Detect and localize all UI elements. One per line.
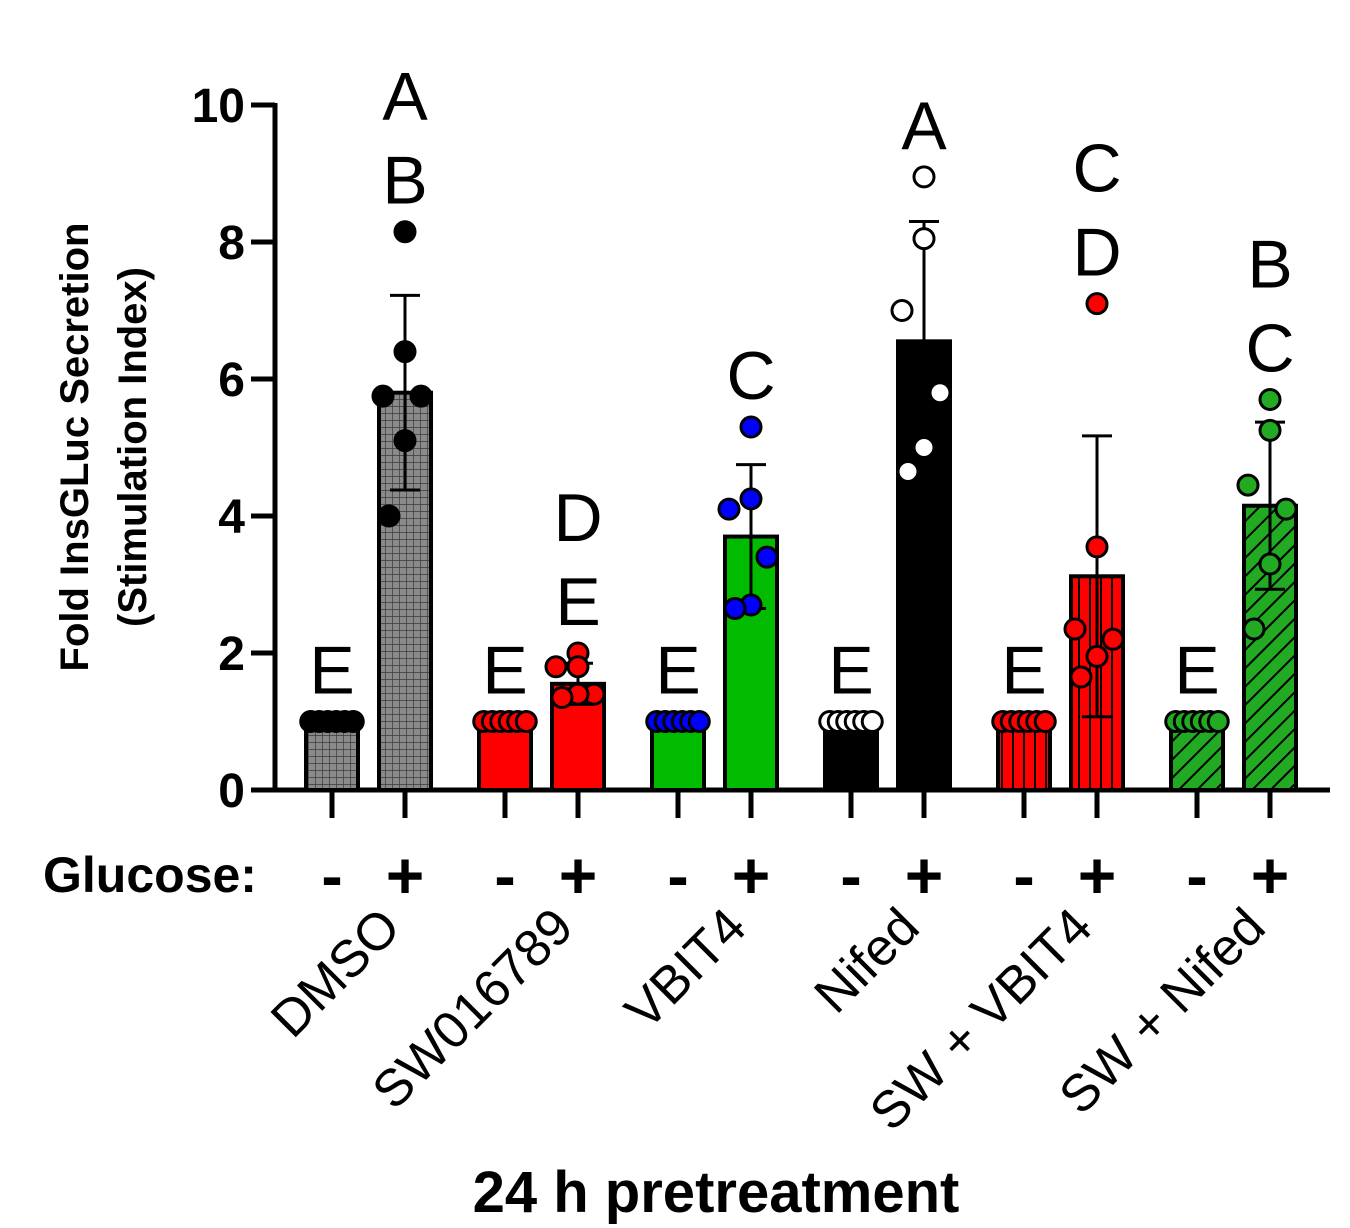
data-point [544,655,568,679]
significance-letter: A [382,59,428,135]
y-axis-label-line1: Fold InsGLuc Secretion [53,223,97,672]
glucose-plus: + [732,838,771,912]
data-point [1274,497,1298,521]
data-point [928,381,952,405]
group-0: E - AB +DMSO [260,59,433,1049]
glucose-plus: + [905,838,944,912]
group-label: VBIT4 [614,897,757,1040]
data-point [341,710,365,733]
plot-area: 0246810E-AB+DMSOE-DE+SW016789E-C+VBIT4E-… [192,59,1330,1142]
data-point [687,710,711,733]
y-tick-label: 0 [218,765,245,818]
data-point [912,227,936,251]
data-point [371,384,395,408]
y-tick-label: 2 [218,628,245,681]
data-point [377,504,401,528]
significance-letter: D [553,480,602,556]
significance-letter: E [309,633,354,709]
significance-letter: A [901,88,947,164]
y-axis-label-line2: (Stimulation Index) [111,267,155,627]
data-point [717,497,741,521]
y-tick-label: 6 [218,354,245,407]
bar-minus [1169,719,1225,792]
data-point [912,165,936,189]
data-point [755,545,779,569]
significance-letter: E [482,633,527,709]
data-point [860,710,884,733]
data-point [1085,535,1109,559]
data-point [1236,473,1260,497]
glucose-minus: - [1013,840,1034,912]
data-point [1206,710,1230,733]
data-point [393,220,417,244]
y-axis-label: Fold InsGLuc Secretion (Stimulation Inde… [53,223,155,672]
data-point [1069,665,1093,689]
y-tick-label: 8 [218,217,245,270]
glucose-minus: - [321,840,342,912]
axes: 0 2 4 6 8 10 [192,80,1330,818]
data-point [566,655,590,679]
glucose-plus: + [559,838,598,912]
significance-letter: E [655,633,700,709]
data-point [912,436,936,459]
significance-letter: B [382,143,427,219]
data-point [1101,627,1125,651]
significance-letter: C [1245,311,1294,387]
data-point [514,710,538,733]
data-point [896,459,920,483]
y-tick-label: 4 [218,491,245,544]
glucose-minus: - [667,840,688,912]
significance-letter: C [1072,131,1121,207]
significance-letter: E [828,633,873,709]
data-point [1085,644,1109,668]
x-axis-title: 24 h pretreatment [473,1160,960,1225]
significance-letter: C [726,338,775,414]
group-3: E - A +Nifed [804,88,952,1024]
data-point [1033,710,1057,733]
data-point [550,686,574,710]
glucose-label: Glucose: [43,847,257,903]
data-point [1258,418,1282,442]
data-point [723,596,747,620]
data-point [1242,617,1266,641]
data-point [393,340,417,364]
data-point [1063,617,1087,641]
glucose-minus: - [840,840,861,912]
data-point [409,384,433,408]
significance-letter: E [555,564,600,640]
data-point [1085,292,1109,316]
group-label: DMSO [260,897,411,1048]
glucose-minus: - [494,840,515,912]
group-2: E - C +VBIT4 [614,338,779,1041]
significance-letter: E [1174,633,1219,709]
bar-minus [477,719,533,792]
data-point [890,299,914,322]
glucose-minus: - [1186,840,1207,912]
significance-letter: D [1072,215,1121,291]
y-tick-label: 10 [192,80,245,133]
data-point [1258,388,1282,412]
data-point [393,429,417,453]
data-point [739,487,763,511]
glucose-plus: + [1251,838,1290,912]
data-point [1258,552,1282,576]
group-label: Nifed [804,897,931,1024]
significance-letter: B [1247,227,1292,303]
glucose-plus: + [386,838,425,912]
significance-letter: E [1001,633,1046,709]
data-point [739,415,763,439]
glucose-plus: + [1078,838,1117,912]
